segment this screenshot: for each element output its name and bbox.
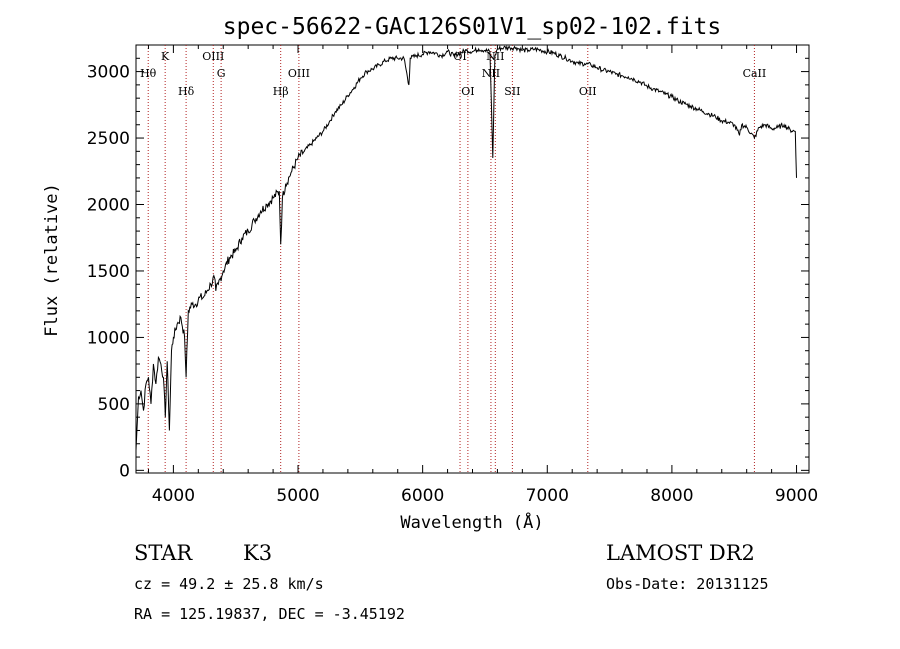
y-tick-label: 0: [119, 461, 130, 481]
spectral-line-label: CaII: [743, 67, 767, 80]
object-subclass: K3: [243, 541, 272, 565]
y-axis-ticks: 0 500 1000 1500 2000 2500 3000: [87, 57, 809, 481]
chart-title: spec-56622-GAC126S01V1_sp02-102.fits: [223, 14, 722, 40]
object-class: STAR: [134, 541, 193, 565]
x-tick-label: 9000: [775, 486, 818, 506]
spectral-line-label: OI: [461, 85, 474, 98]
survey-name: LAMOST DR2: [606, 541, 755, 565]
x-axis-label: Wavelength (Å): [400, 511, 543, 533]
x-tick-label: 4000: [152, 486, 195, 506]
spectral-line-label: G: [217, 67, 226, 80]
x-axis-ticks: 4000 5000 6000 7000 8000 9000: [147, 45, 818, 506]
x-tick-label: 7000: [526, 486, 569, 506]
x-tick-label: 6000: [401, 486, 444, 506]
y-tick-label: 1000: [87, 328, 130, 348]
x-tick-label: 5000: [276, 486, 319, 506]
spectrum-series-line: [135, 44, 797, 451]
redshift-cz: cz = 49.2 ± 25.8 km/s: [134, 575, 324, 593]
y-axis-label: Flux (relative): [42, 183, 62, 337]
spectral-line-label: Hβ: [273, 85, 289, 98]
spectral-line-label: Hθ: [140, 67, 157, 80]
x-tick-label: 8000: [650, 486, 693, 506]
y-tick-label: 500: [98, 395, 130, 415]
y-tick-label: 1500: [87, 262, 130, 282]
spectral-line-label: OII: [579, 85, 597, 98]
ra-dec-coordinates: RA = 125.19837, DEC = -3.45192: [134, 605, 405, 623]
plot-frame: [135, 44, 810, 474]
spectral-line-label: Hδ: [178, 85, 195, 98]
spectral-line-label: OIII: [288, 67, 310, 80]
observation-date: Obs-Date: 20131125: [606, 575, 769, 593]
spectral-line-label: SII: [504, 85, 520, 98]
y-tick-label: 2000: [87, 196, 130, 216]
spectral-line-label: K: [161, 50, 170, 63]
y-tick-label: 3000: [87, 63, 130, 83]
spectral-line-label: OIII: [202, 50, 224, 63]
y-tick-label: 2500: [87, 129, 130, 149]
